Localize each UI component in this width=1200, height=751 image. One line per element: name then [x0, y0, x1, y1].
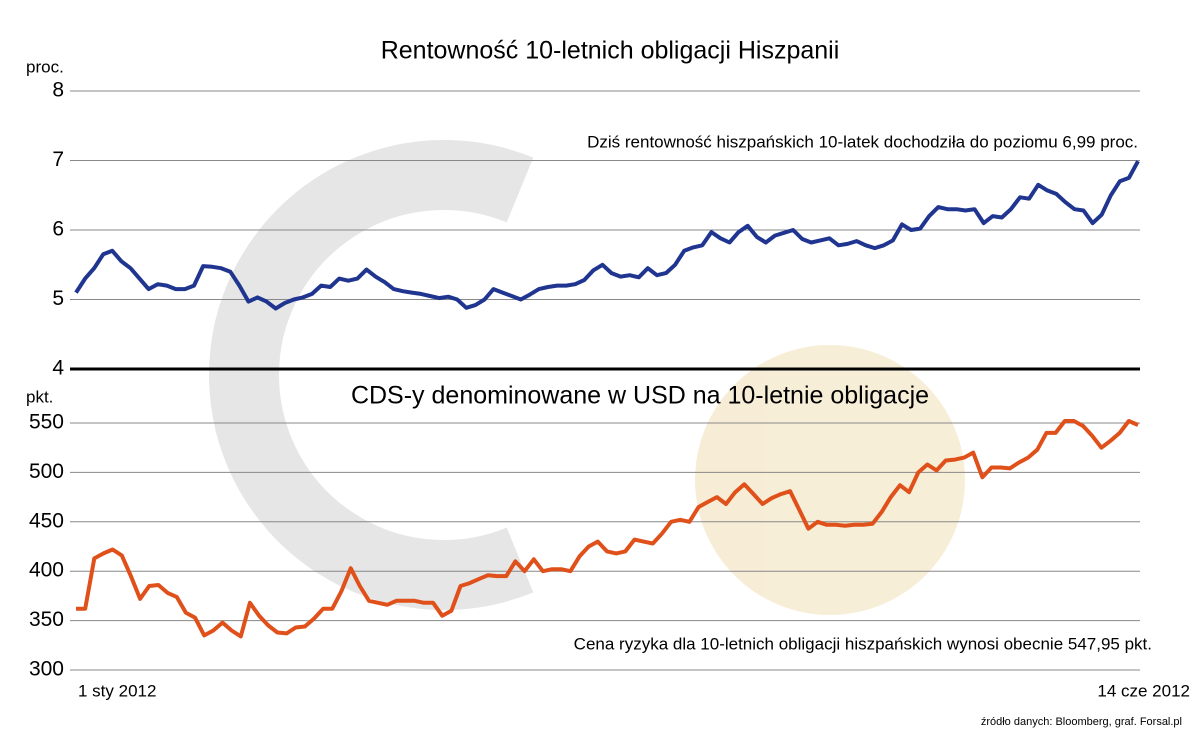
x-tick-label: 14 cze 2012: [1097, 681, 1190, 700]
background-art: [209, 140, 965, 615]
chart-title: Rentowność 10-letnich obligacji Hiszpani…: [381, 37, 840, 65]
x-tick-label: 1 sty 2012: [78, 681, 156, 700]
annotation: Dziś rentowność hiszpańskich 10-latek do…: [587, 132, 1138, 151]
y-tick-label: 300: [29, 658, 64, 681]
y-tick-label: 7: [52, 148, 64, 171]
chart-title: CDS-y denominowane w USD na 10-letnie ob…: [351, 382, 929, 410]
y-axis-label: pkt.: [26, 387, 53, 406]
y-tick-label: 550: [29, 411, 64, 434]
y-axis-label: proc.: [26, 57, 64, 76]
y-tick-label: 4: [52, 357, 64, 380]
data-line: [76, 419, 1139, 639]
y-tick-label: 350: [29, 608, 64, 631]
annotation: Cena ryzyka dla 10-letnich obligacji his…: [574, 634, 1152, 653]
y-tick-label: 5: [52, 287, 64, 310]
y-tick-label: 400: [29, 559, 64, 582]
y-tick-label: 6: [52, 218, 64, 241]
data-line: [74, 160, 1140, 311]
y-tick-label: 450: [29, 509, 64, 532]
y-tick-label: 500: [29, 460, 64, 483]
source-note: źródło danych: Bloomberg, graf. Forsal.p…: [981, 716, 1182, 728]
y-tick-label: 8: [52, 79, 64, 102]
